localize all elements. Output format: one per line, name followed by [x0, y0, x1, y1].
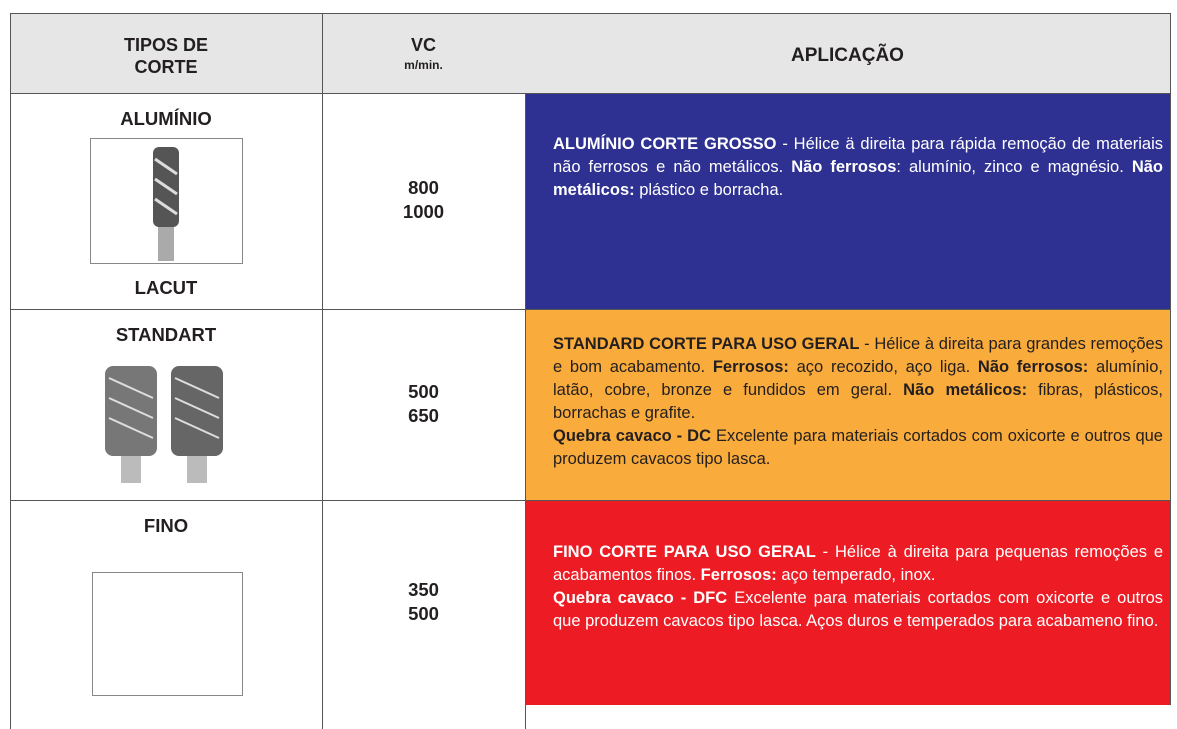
- tool-image: [95, 358, 245, 483]
- vc-value: 500: [408, 380, 439, 402]
- tool-image: [92, 572, 243, 696]
- application-segment: - Hélice ä direita para rápida remoção d…: [553, 135, 1164, 176]
- application-segment: Não ferrosos: [791, 158, 897, 176]
- vc-values: 350 500: [322, 578, 525, 626]
- application-paragraph: ALUMÍNIO CORTE GROSSO - Hélice ä direita…: [553, 133, 1163, 202]
- application-segment: plástico e borracha.: [634, 181, 784, 199]
- application-cell: [525, 93, 1170, 309]
- application-segment: ALUMÍNIO CORTE GROSSO: [553, 135, 777, 153]
- application-segment: : alumínio, zinco e magnésio.: [896, 158, 1132, 176]
- application-cell: [525, 500, 1170, 705]
- application-segment: Não metálicos:: [553, 158, 1164, 199]
- header-type: TIPOS DE CORTE: [10, 34, 322, 78]
- type-name: FINO: [143, 515, 189, 536]
- type-sub: LACUT: [134, 277, 198, 298]
- application-segment: Ferrosos:: [700, 566, 777, 584]
- application-segment: Não ferrosos:: [977, 358, 1089, 376]
- table-border: [10, 13, 1170, 14]
- vc-values: 800 1000: [322, 176, 525, 224]
- application-text: STANDARD CORTE PARA USO GERAL - Hélice à…: [553, 333, 1163, 471]
- application-cell: [525, 309, 1170, 500]
- application-segment: - Hélice à direita para grandes remoções…: [553, 335, 1163, 376]
- application-paragraph: Quebra cavaco - DFC Excelente para mater…: [553, 587, 1163, 633]
- application-segment: Quebra cavaco - DFC: [553, 589, 728, 607]
- tool-drawing: [153, 147, 179, 261]
- application-segment: Excelente para materiais cortados com ox…: [553, 589, 1164, 630]
- header-line: CORTE: [134, 57, 198, 77]
- vc-values: 500 650: [322, 380, 525, 428]
- table-border: [1170, 13, 1171, 705]
- tool-drawing: [105, 366, 223, 483]
- row-border: [10, 500, 1170, 501]
- application-segment: Não metálicos:: [903, 381, 1028, 399]
- application-paragraph: STANDARD CORTE PARA USO GERAL - Hélice à…: [553, 333, 1163, 425]
- application-segment: aço temperado, inox.: [776, 566, 936, 584]
- vc-value: 800: [408, 177, 439, 198]
- application-paragraph: FINO CORTE PARA USO GERAL - Hélice à dir…: [553, 541, 1163, 587]
- application-segment: FINO CORTE PARA USO GERAL: [553, 543, 816, 561]
- table-border: [10, 13, 11, 729]
- vc-value: 650: [408, 404, 439, 426]
- tool-image: [90, 138, 243, 264]
- application-segment: Quebra cavaco - DC: [553, 427, 711, 445]
- application-text: ALUMÍNIO CORTE GROSSO - Hélice ä direita…: [553, 133, 1163, 202]
- vc-value: 500: [408, 602, 439, 624]
- header-vc-unit: m/min.: [404, 58, 443, 72]
- application-segment: STANDARD CORTE PARA USO GERAL: [553, 335, 860, 353]
- vc-value: 350: [408, 578, 439, 600]
- type-name: ALUMÍNIO: [120, 108, 212, 129]
- application-text: FINO CORTE PARA USO GERAL - Hélice à dir…: [553, 541, 1163, 633]
- application-segment: Excelente para materiais cortados com ox…: [553, 427, 1163, 468]
- application-paragraph: Quebra cavaco - DC Excelente para materi…: [553, 425, 1163, 471]
- application-segment: Ferrosos:: [712, 358, 789, 376]
- header-vc: VC: [410, 35, 436, 55]
- table-border: [322, 13, 323, 729]
- header-line: TIPOS DE: [123, 35, 208, 55]
- application-segment: - Hélice à direita para pequenas remoçõe…: [553, 543, 1163, 584]
- table-border: [525, 93, 526, 729]
- application-segment: fibras, plásticos, borrachas e grafite.: [553, 381, 1163, 422]
- header-row: [10, 13, 1170, 93]
- vc-value: 1000: [402, 201, 445, 222]
- application-segment: alumínio, latão, cobre, bronze e fundido…: [553, 358, 1163, 399]
- row-border: [10, 309, 1170, 310]
- header-application: APLICAÇÃO: [791, 45, 904, 66]
- application-segment: aço recozido, aço liga.: [788, 358, 978, 376]
- type-name: STANDART: [115, 324, 217, 345]
- row-border: [10, 93, 1170, 94]
